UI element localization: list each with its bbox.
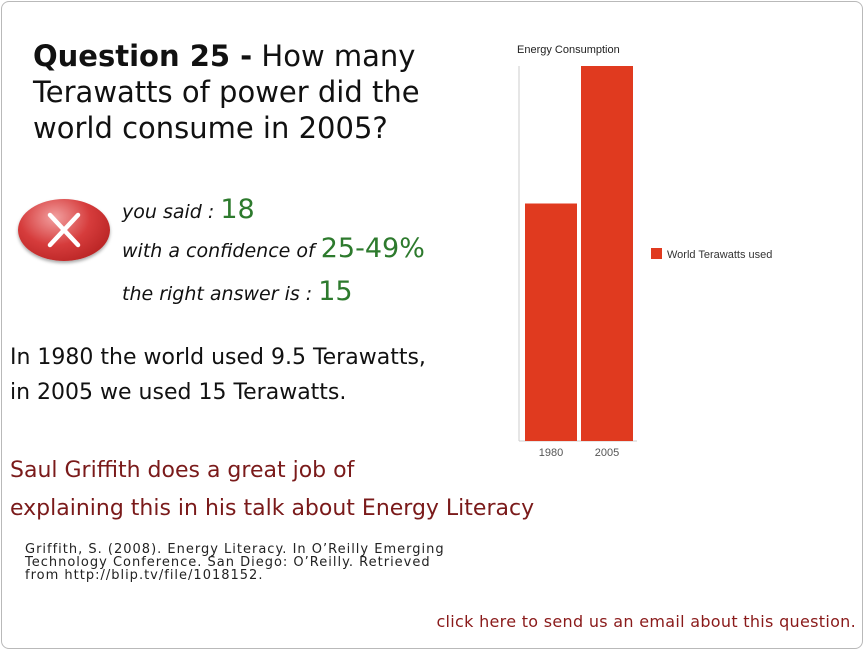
citation: Griffith, S. (2008). Energy Literacy. In… [25,543,545,582]
bars-group [525,66,633,441]
wrong-x-icon [18,199,110,261]
email-link[interactable]: click here to send us an email about thi… [436,612,856,631]
you-said-row: you said : 18 [122,194,255,225]
confidence-row: with a confidence of 25-49% [122,233,425,264]
you-said-label: you said : [122,201,215,223]
citation-line: Technology Conference. San Diego: O’Reil… [25,555,431,570]
confidence-label: with a confidence of [122,240,315,262]
question-text: Question 25 - How many Terawatts of powe… [33,38,473,146]
energy-chart: Energy Consumption 1980 2005 World Terawa… [517,44,772,459]
talk-reference-line: Saul Griffith does a great job of [10,458,355,483]
confidence-value: 25-49% [320,233,425,264]
bar-1980 [525,203,577,441]
citation-line: Griffith, S. (2008). Energy Literacy. In… [25,542,445,557]
x-tick-labels: 1980 2005 [539,447,619,459]
x-tick-label: 1980 [539,447,563,459]
x-tick-label: 2005 [595,447,619,459]
explanation-line: in 2005 we used 15 Terawatts. [10,380,347,405]
explanation: In 1980 the world used 9.5 Terawatts, in… [10,340,426,410]
right-answer-value: 15 [318,276,353,307]
question-body: How many Terawatts of power did the worl… [33,39,420,145]
citation-line: from http://blip.tv/file/1018152. [25,568,264,583]
question-number: Question 25 - [33,39,253,73]
talk-reference-line: explaining this in his talk about Energy… [10,496,535,521]
right-answer-label: the right answer is : [122,283,313,305]
legend-label: World Terawatts used [667,249,772,261]
you-said-value: 18 [220,194,255,225]
right-answer-row: the right answer is : 15 [122,276,353,307]
legend-swatch [651,248,662,259]
talk-reference: Saul Griffith does a great job of explai… [10,452,534,528]
chart-title: Energy Consumption [517,44,620,56]
chart-legend: World Terawatts used [651,248,772,261]
bar-2005 [581,66,633,441]
explanation-line: In 1980 the world used 9.5 Terawatts, [10,345,426,370]
